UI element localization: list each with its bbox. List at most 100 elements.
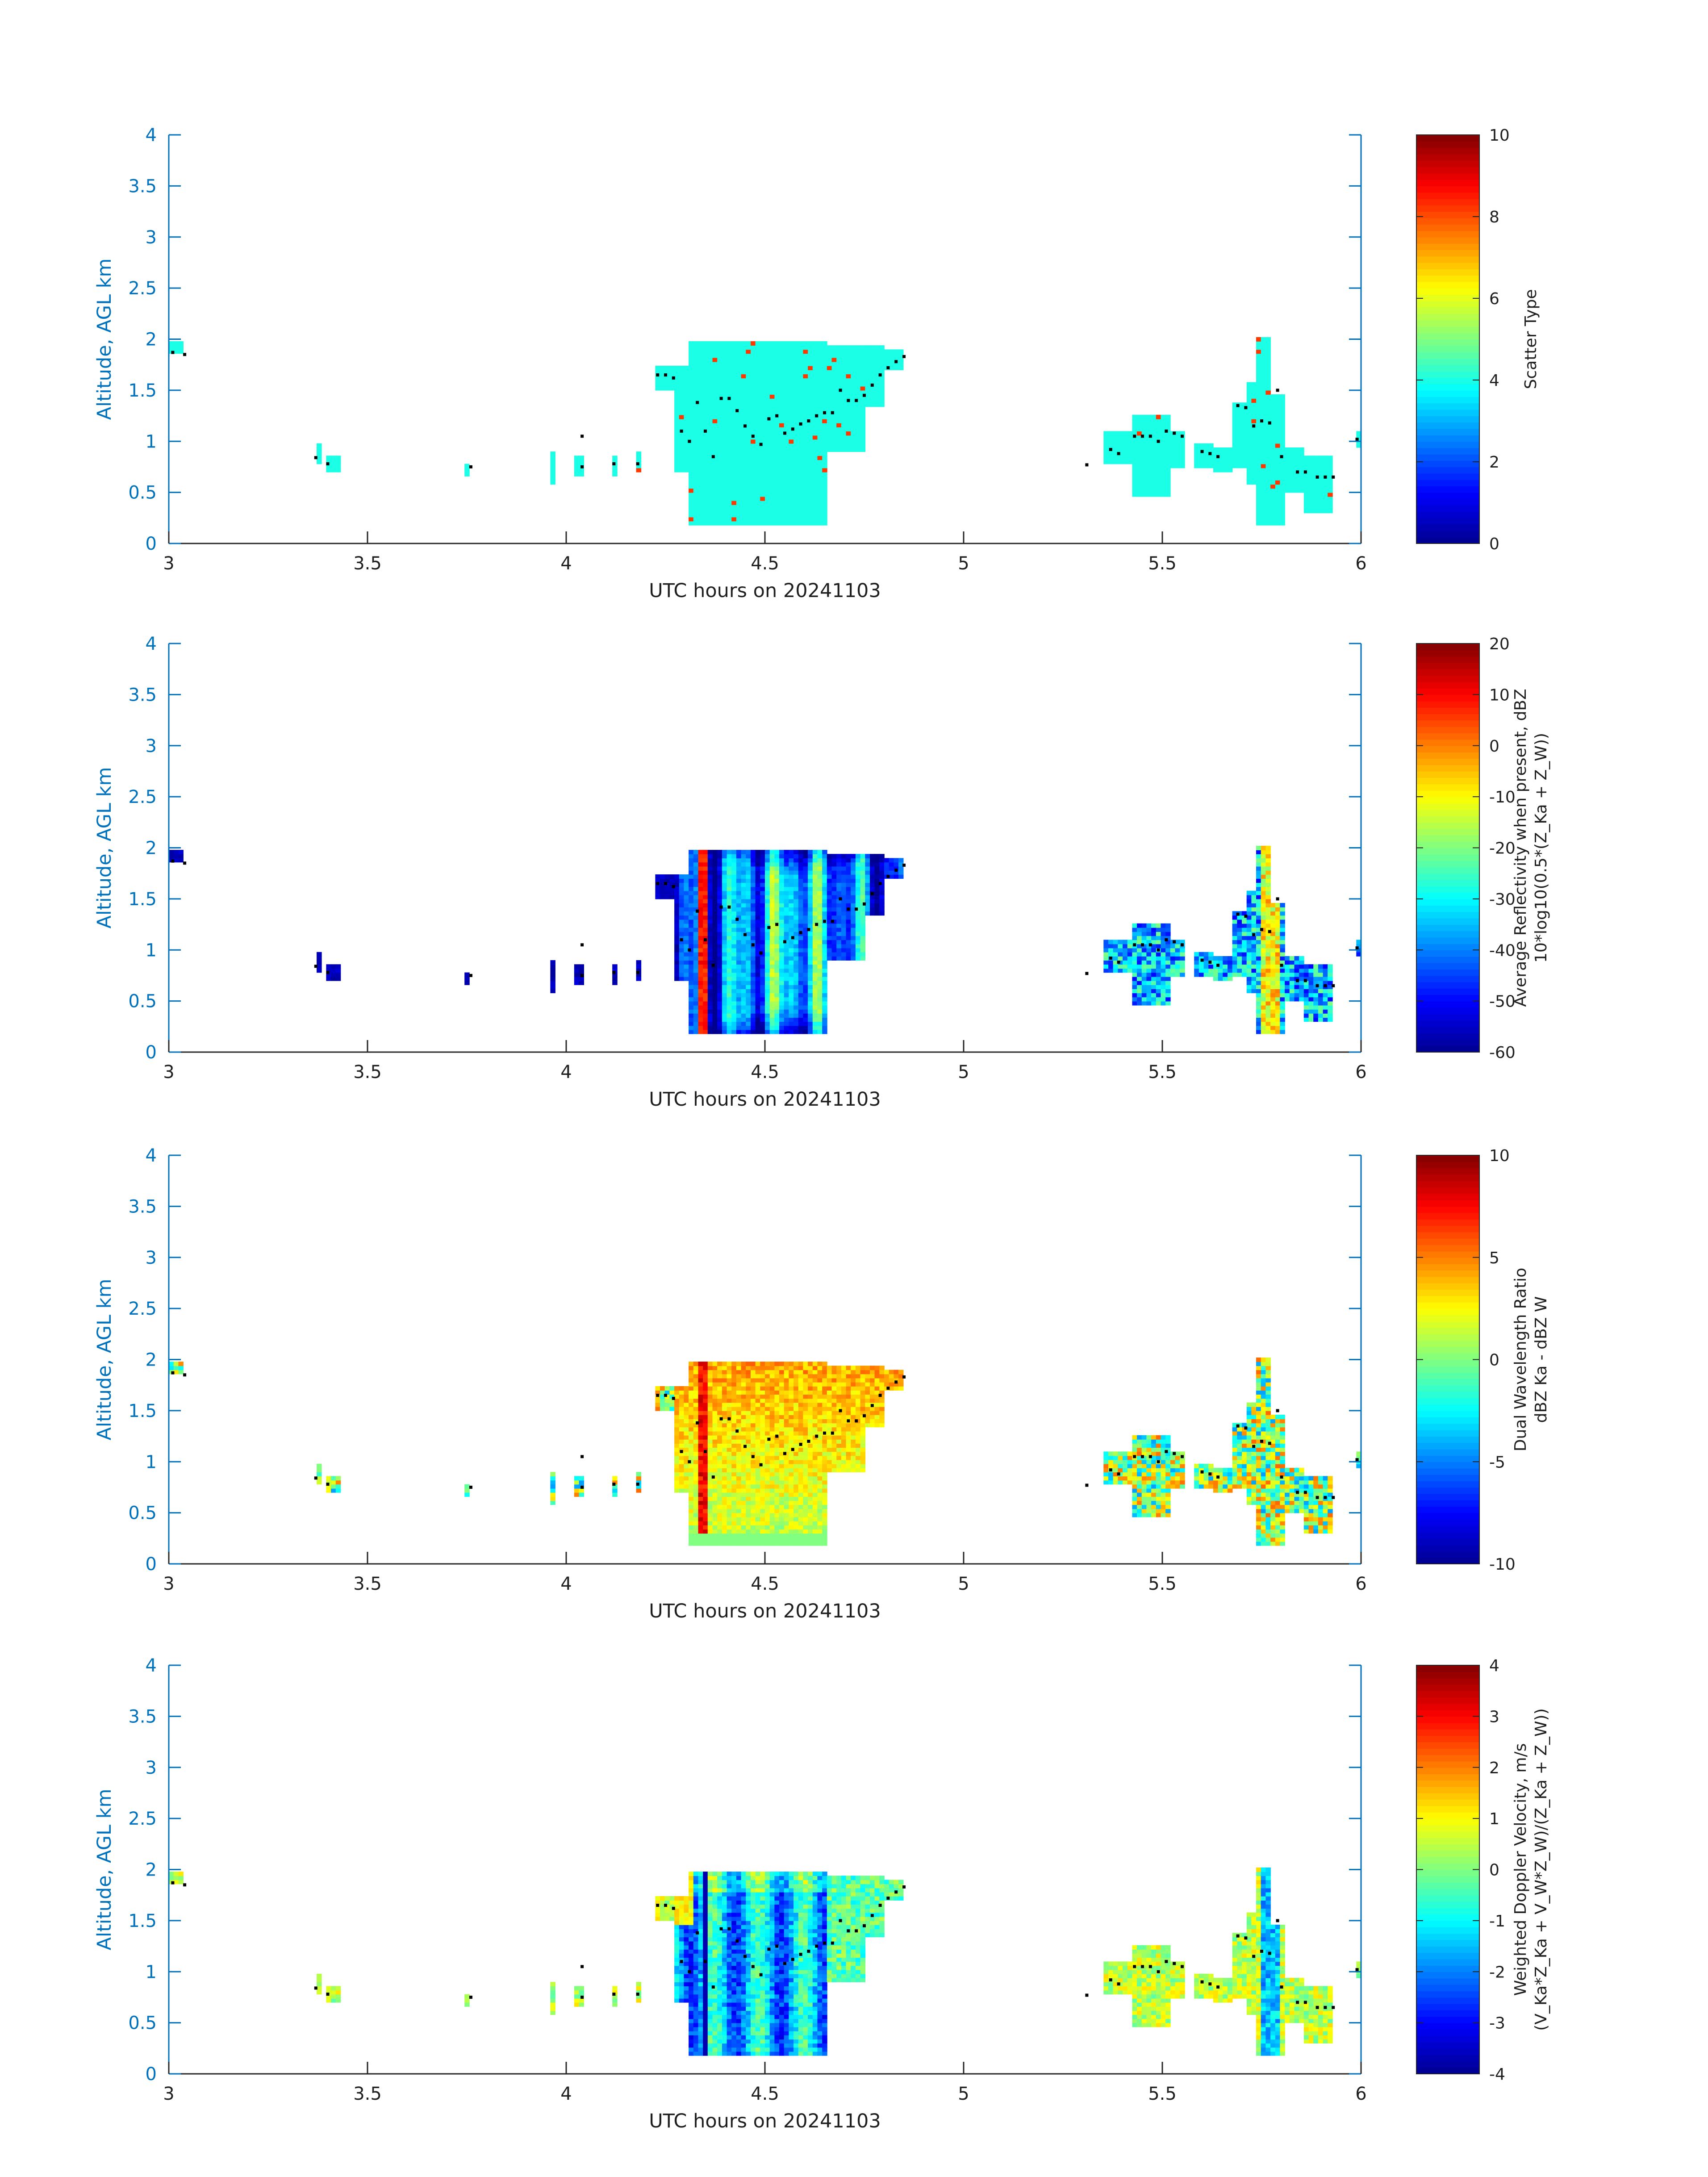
heatmap-cell <box>851 915 856 920</box>
heatmap-cell <box>731 423 737 427</box>
heatmap-cell <box>693 956 699 961</box>
heatmap-cell <box>1289 484 1295 489</box>
heatmap-cell <box>693 521 699 526</box>
heatmap-cell <box>1246 439 1252 444</box>
heatmap-cell <box>674 964 680 969</box>
heatmap-cell <box>808 509 813 514</box>
heatmap-cell <box>827 886 832 891</box>
heatmap-cell <box>841 932 847 936</box>
heatmap-cell <box>779 972 785 977</box>
heatmap-cell <box>1237 960 1242 965</box>
heatmap-cell <box>684 427 689 432</box>
heatmap-cell <box>317 447 322 452</box>
heatmap-cell <box>1194 968 1199 973</box>
heatmap-cell <box>855 927 861 932</box>
heatmap-cell <box>1151 936 1157 940</box>
heatmap-cell <box>703 1013 708 1018</box>
heatmap-cell <box>717 406 722 411</box>
heatmap-cell <box>1180 948 1185 953</box>
heatmap-cell <box>808 956 813 961</box>
heatmap-cell <box>689 850 694 854</box>
colorbar-tick-label: 4 <box>1489 372 1499 390</box>
heatmap-cell <box>1218 455 1224 460</box>
heatmap-cell <box>736 927 742 932</box>
heatmap-cell <box>769 439 775 444</box>
heatmap-cell <box>884 866 889 871</box>
heatmap-cell <box>684 923 689 928</box>
heatmap-cell <box>693 968 699 973</box>
heatmap-cell <box>731 382 737 387</box>
heatmap-cell <box>693 976 699 981</box>
heatmap-cell <box>765 390 770 395</box>
heatmap-cell <box>755 374 761 379</box>
heatmap-cell <box>1146 455 1152 460</box>
heatmap-cell <box>769 964 775 969</box>
heatmap-cell <box>779 521 785 526</box>
heatmap-cell <box>812 878 818 883</box>
heatmap-cell <box>860 378 866 383</box>
heatmap-cell <box>679 378 685 383</box>
heatmap-cell <box>1275 423 1281 427</box>
heatmap-cell <box>579 968 584 973</box>
heatmap-cell <box>1270 418 1276 423</box>
heatmap-cell <box>1289 455 1295 460</box>
colorbar-segment <box>1416 377 1479 384</box>
heatmap-cell <box>703 517 708 522</box>
heatmap-cell <box>727 1001 732 1006</box>
heatmap-cell <box>851 932 856 936</box>
heatmap-cell <box>1161 427 1166 432</box>
heatmap-cell <box>755 402 761 407</box>
heatmap-cell <box>550 989 555 994</box>
heatmap-cell <box>1103 439 1109 444</box>
heatmap-cell <box>173 341 179 346</box>
heatmap-cell <box>703 936 708 940</box>
heatmap-cell <box>1265 898 1271 903</box>
heatmap-cell <box>731 476 737 481</box>
heatmap-cell <box>689 927 694 932</box>
heatmap-cell <box>894 858 899 863</box>
heatmap-cell <box>798 394 804 399</box>
heatmap-cell <box>717 447 722 452</box>
heatmap-cell <box>712 480 718 485</box>
heatmap-cell <box>1180 455 1185 460</box>
heatmap-cell <box>1251 972 1257 977</box>
heatmap-cell <box>784 451 789 456</box>
heatmap-cell <box>712 423 718 427</box>
heatmap-cell <box>846 936 852 940</box>
heatmap-cell <box>898 366 904 370</box>
heatmap-cell <box>851 919 856 924</box>
heatmap-cell <box>326 972 331 977</box>
heatmap-cell <box>789 361 794 366</box>
heatmap-cell <box>727 862 732 867</box>
heatmap-cell <box>784 349 789 354</box>
heatmap-cell <box>693 989 699 994</box>
heatmap-cell <box>803 394 808 399</box>
heatmap-cell <box>1261 956 1266 961</box>
heatmap-cell <box>1270 476 1276 481</box>
heatmap-cell <box>698 349 703 354</box>
heatmap-cell <box>812 439 818 444</box>
heatmap-cell <box>1127 944 1133 949</box>
heatmap-cell <box>1265 874 1271 879</box>
x-tick-label: 4.5 <box>751 553 779 574</box>
heatmap-cell <box>1146 932 1152 936</box>
heatmap-cell <box>793 1009 799 1014</box>
heatmap-cell <box>1165 968 1171 973</box>
heatmap-cell <box>746 850 751 854</box>
heatmap-cell <box>1246 472 1252 476</box>
heatmap-cell <box>798 484 804 489</box>
y-axis-label: Altitude, AGL km <box>93 259 116 420</box>
heatmap-cell <box>784 1009 789 1014</box>
heatmap-cell <box>798 370 804 375</box>
heatmap-cell <box>1246 476 1252 481</box>
heatmap-cell <box>674 447 680 452</box>
heatmap-cell <box>1308 468 1314 472</box>
heatmap-cell <box>712 427 718 432</box>
heatmap-cell <box>898 357 904 362</box>
heatmap-cell <box>769 394 775 399</box>
heatmap-cell <box>689 476 694 481</box>
heatmap-cell <box>1256 414 1261 419</box>
heatmap-cell <box>860 882 866 887</box>
heatmap-cell <box>731 472 737 476</box>
heatmap-cell <box>1270 500 1276 505</box>
